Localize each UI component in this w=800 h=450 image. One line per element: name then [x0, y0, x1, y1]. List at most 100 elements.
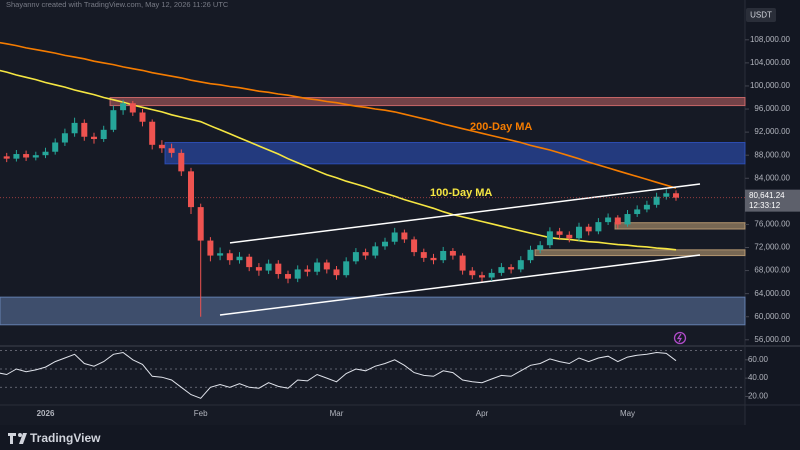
candle-body [614, 217, 621, 225]
candle-body [663, 193, 670, 197]
ma-label: 200-Day MA [470, 121, 532, 133]
candle-body [158, 144, 165, 149]
zone [0, 296, 746, 326]
moving-average [0, 69, 677, 251]
y-tick-label: 68,000.00 [754, 266, 790, 275]
currency-box [746, 8, 776, 22]
rsi-tick-label: 60.00 [748, 355, 769, 364]
y-tick-label: 60,000.00 [754, 312, 790, 321]
candle-body [634, 209, 641, 215]
last-price: 80,641.24 [749, 191, 785, 200]
candle-body [595, 222, 602, 232]
candle-body [343, 261, 350, 276]
candle-body [643, 204, 650, 210]
y-tick-label: 108,000.00 [750, 35, 791, 44]
candle-body [352, 252, 359, 262]
event-icon-bolt [676, 333, 683, 343]
x-tick-label: 2026 [37, 409, 55, 418]
candle-body [624, 214, 631, 225]
channel-line [219, 254, 701, 316]
candle-body [149, 121, 156, 145]
y-tick-label: 72,000.00 [754, 243, 790, 252]
candle-body [440, 250, 447, 261]
candle-body [314, 262, 321, 272]
candle-body [576, 226, 582, 239]
candle-body [285, 274, 291, 279]
candle-body [226, 253, 233, 261]
zone [164, 142, 746, 165]
candle-body [411, 239, 418, 253]
candle-body [401, 232, 408, 240]
candle-body [527, 249, 534, 261]
candle-body [110, 110, 117, 130]
candle-body [294, 269, 301, 279]
rsi-tick-label: 40.00 [748, 373, 769, 382]
ma-label: 100-Day MA [430, 187, 492, 199]
candle-body [217, 253, 224, 256]
candle-body [498, 267, 505, 273]
logo-icon [8, 433, 27, 444]
candle-body [517, 260, 524, 270]
zone [109, 97, 746, 107]
x-tick-label: Apr [476, 409, 489, 418]
candle-body [430, 257, 437, 261]
candle-body [391, 232, 398, 242]
candle-body [139, 112, 146, 122]
y-tick-label: 76,000.00 [754, 220, 790, 229]
watermark: Shayannv created with TradingView.com, M… [6, 0, 229, 9]
moving-average [0, 41, 677, 189]
plot-background [0, 0, 745, 425]
candle-body [479, 275, 485, 278]
y-tick-label: 56,000.00 [754, 335, 790, 344]
candle-body [449, 250, 456, 256]
candle-body [255, 267, 262, 271]
zone [614, 222, 746, 230]
candle-body [382, 241, 388, 247]
candle-body [52, 142, 59, 152]
candle-body [13, 154, 20, 159]
candle-body [81, 122, 88, 137]
event-icon[interactable] [673, 331, 687, 345]
logo-text: TradingView [30, 431, 101, 445]
y-tick-label: 96,000.00 [754, 104, 790, 113]
candle-body [3, 156, 10, 159]
candle-body [265, 263, 272, 271]
candle-body [129, 103, 136, 113]
y-tick-label: 92,000.00 [754, 127, 790, 136]
candle-body [100, 129, 107, 140]
candle-body [673, 193, 679, 198]
candle-body [323, 262, 330, 270]
x-tick-label: Mar [330, 409, 344, 418]
candle-body [197, 207, 204, 241]
y-tick-label: 100,000.00 [750, 81, 791, 90]
candle-body [653, 196, 660, 205]
candle-body [566, 234, 573, 239]
candle-body [546, 231, 553, 246]
candle-body [304, 269, 311, 272]
candle-body [508, 267, 515, 270]
candle-body [246, 256, 253, 268]
candle-body [469, 270, 476, 276]
candle-body [362, 252, 369, 256]
candle-body [61, 133, 68, 143]
candle-body [585, 226, 592, 232]
currency: USDT [750, 11, 772, 20]
candle-body [556, 231, 563, 235]
y-tick-label: 88,000.00 [754, 150, 790, 159]
channel-line [229, 183, 701, 244]
zone [534, 249, 746, 257]
candle-body [605, 217, 612, 223]
candle-body [420, 252, 427, 258]
candle-body [188, 171, 194, 208]
candle-body [372, 246, 379, 256]
candle-body [275, 263, 282, 275]
rsi-line [0, 351, 677, 399]
candle-body [23, 154, 30, 158]
candle-body [168, 148, 175, 153]
y-tick-label: 84,000.00 [754, 173, 790, 182]
candle-body [120, 103, 127, 111]
x-tick-label: Feb [194, 409, 208, 418]
candle-body [333, 269, 340, 276]
last-price-box [745, 189, 800, 212]
